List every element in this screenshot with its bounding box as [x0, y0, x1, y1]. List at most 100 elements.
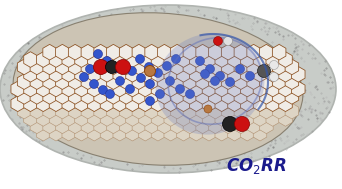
Polygon shape [126, 125, 139, 141]
Circle shape [145, 66, 156, 77]
Polygon shape [107, 44, 120, 60]
Polygon shape [113, 81, 127, 97]
Polygon shape [177, 81, 190, 97]
Circle shape [206, 64, 214, 74]
Polygon shape [68, 88, 82, 104]
Circle shape [224, 36, 233, 46]
Polygon shape [68, 103, 82, 119]
Polygon shape [183, 44, 197, 60]
Polygon shape [202, 111, 216, 126]
Polygon shape [113, 96, 127, 112]
Circle shape [269, 60, 278, 70]
Polygon shape [119, 74, 133, 89]
Circle shape [175, 84, 184, 94]
Polygon shape [158, 59, 171, 75]
Polygon shape [43, 88, 56, 104]
Polygon shape [94, 118, 107, 134]
Circle shape [116, 60, 131, 74]
Polygon shape [113, 52, 127, 67]
Polygon shape [100, 111, 114, 126]
Polygon shape [228, 125, 241, 141]
Polygon shape [279, 52, 292, 67]
Polygon shape [266, 52, 279, 67]
Polygon shape [266, 96, 279, 112]
Polygon shape [11, 81, 25, 97]
Polygon shape [253, 81, 267, 97]
Polygon shape [158, 118, 171, 134]
Polygon shape [119, 59, 133, 75]
Polygon shape [177, 111, 190, 126]
Polygon shape [37, 81, 50, 97]
Polygon shape [202, 81, 216, 97]
Polygon shape [285, 103, 299, 119]
Polygon shape [215, 67, 228, 82]
Polygon shape [17, 59, 31, 75]
Polygon shape [164, 96, 177, 112]
Polygon shape [209, 118, 222, 134]
Polygon shape [228, 81, 241, 97]
Polygon shape [209, 88, 222, 104]
Polygon shape [49, 81, 63, 97]
Polygon shape [151, 52, 165, 67]
Polygon shape [49, 111, 63, 126]
Polygon shape [81, 118, 95, 134]
Polygon shape [202, 67, 216, 82]
Polygon shape [37, 52, 50, 67]
Polygon shape [189, 81, 203, 97]
Polygon shape [68, 44, 82, 60]
Polygon shape [62, 81, 76, 97]
Polygon shape [196, 103, 209, 119]
Polygon shape [119, 103, 133, 119]
Polygon shape [81, 74, 95, 89]
Circle shape [166, 77, 174, 85]
Polygon shape [107, 88, 120, 104]
Circle shape [171, 54, 181, 64]
Polygon shape [221, 74, 235, 89]
Polygon shape [189, 111, 203, 126]
Polygon shape [132, 74, 146, 89]
Polygon shape [62, 111, 76, 126]
Polygon shape [139, 111, 152, 126]
Circle shape [86, 64, 94, 74]
Polygon shape [56, 59, 69, 75]
Polygon shape [49, 125, 63, 141]
Polygon shape [145, 44, 158, 60]
Polygon shape [68, 74, 82, 89]
Polygon shape [37, 67, 50, 82]
Polygon shape [145, 103, 158, 119]
Polygon shape [139, 125, 152, 141]
Polygon shape [272, 103, 286, 119]
Polygon shape [113, 125, 127, 141]
Polygon shape [266, 111, 279, 126]
Polygon shape [189, 96, 203, 112]
Polygon shape [272, 59, 286, 75]
Circle shape [103, 57, 111, 66]
Polygon shape [260, 44, 273, 60]
Polygon shape [24, 96, 37, 112]
Polygon shape [30, 103, 44, 119]
Polygon shape [272, 74, 286, 89]
Polygon shape [132, 118, 146, 134]
Polygon shape [209, 44, 222, 60]
Polygon shape [126, 111, 139, 126]
Polygon shape [94, 74, 107, 89]
Circle shape [196, 57, 205, 66]
Polygon shape [228, 111, 241, 126]
Polygon shape [24, 67, 37, 82]
Polygon shape [253, 67, 267, 82]
Polygon shape [209, 59, 222, 75]
Polygon shape [88, 67, 101, 82]
Polygon shape [247, 44, 260, 60]
Polygon shape [37, 125, 50, 141]
Polygon shape [247, 118, 260, 134]
Polygon shape [260, 103, 273, 119]
Polygon shape [113, 67, 127, 82]
Polygon shape [247, 103, 260, 119]
Polygon shape [151, 125, 165, 141]
Ellipse shape [156, 33, 264, 135]
Polygon shape [30, 74, 44, 89]
Polygon shape [253, 52, 267, 67]
Polygon shape [94, 88, 107, 104]
Polygon shape [126, 96, 139, 112]
Circle shape [93, 50, 103, 59]
